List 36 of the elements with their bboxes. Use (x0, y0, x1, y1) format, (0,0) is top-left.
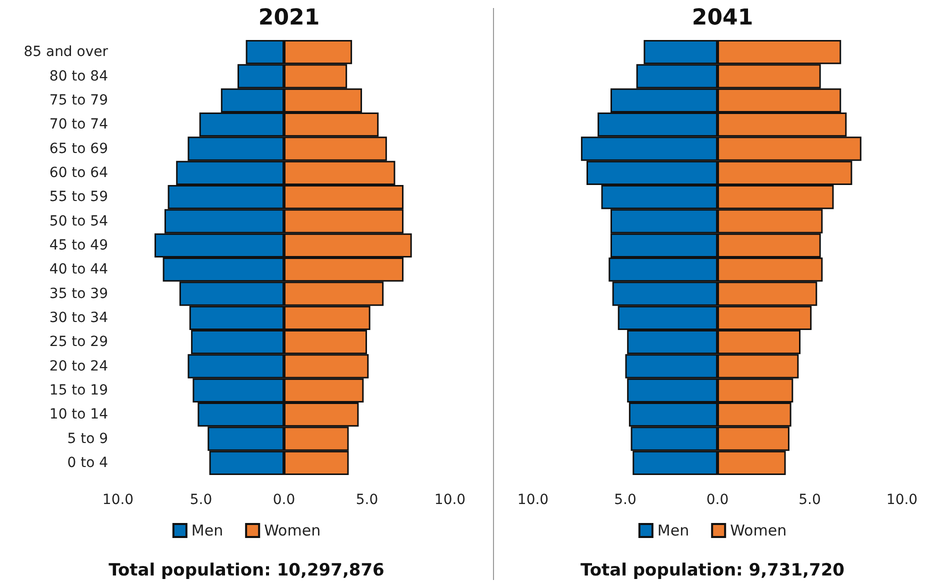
y-tick-label: 45 to 49 (49, 237, 108, 254)
y-tick-label: 55 to 59 (49, 189, 108, 206)
y-tick-label: 50 to 54 (49, 213, 108, 230)
y-tick-label: 65 to 69 (49, 140, 108, 157)
chart-title: 2021 (258, 6, 320, 30)
x-tick-label: 0.0 (272, 492, 296, 508)
y-tick-label: 15 to 19 (49, 382, 108, 398)
y-tick-label: 10 to 14 (49, 406, 108, 423)
text: Total population: 9,731,720 (580, 560, 845, 580)
x-tick-label: 0.0 (706, 492, 729, 508)
legend-label: Women (264, 522, 321, 540)
y-tick-label: 5 to 9 (67, 430, 108, 447)
y-tick-label: 40 to 44 (49, 262, 108, 278)
y-tick-label: 25 to 29 (49, 334, 108, 350)
x-tick-label: 10.0 (434, 492, 466, 508)
x-tick-label: 5.0 (798, 492, 821, 508)
x-tick-label: 10.0 (886, 492, 918, 508)
text: Total population: 10,297,876 (108, 560, 384, 580)
x-tick-label: 10.0 (102, 492, 134, 508)
y-tick-label: 70 to 74 (49, 116, 108, 133)
legend-label: Women (730, 522, 787, 540)
x-tick-label: 5.0 (356, 492, 378, 508)
x-tick-label: 5.0 (614, 492, 636, 508)
y-tick-label: 20 to 24 (49, 358, 108, 374)
y-tick-label: 85 and over (24, 44, 108, 60)
y-tick-label: 60 to 64 (49, 164, 108, 181)
y-tick-label: 30 to 34 (49, 310, 108, 326)
y-tick-label: 80 to 84 (49, 68, 108, 84)
y-tick-label: 35 to 39 (49, 286, 108, 302)
x-tick-label: 5.0 (190, 492, 212, 508)
legend-label: Men (191, 522, 224, 540)
y-tick-label: 0 to 4 (67, 454, 108, 471)
chart-title: 2041 (692, 6, 754, 30)
legend-label: Men (657, 522, 690, 540)
y-tick-label: 75 to 79 (49, 92, 108, 108)
x-tick-label: 10.0 (517, 492, 549, 508)
